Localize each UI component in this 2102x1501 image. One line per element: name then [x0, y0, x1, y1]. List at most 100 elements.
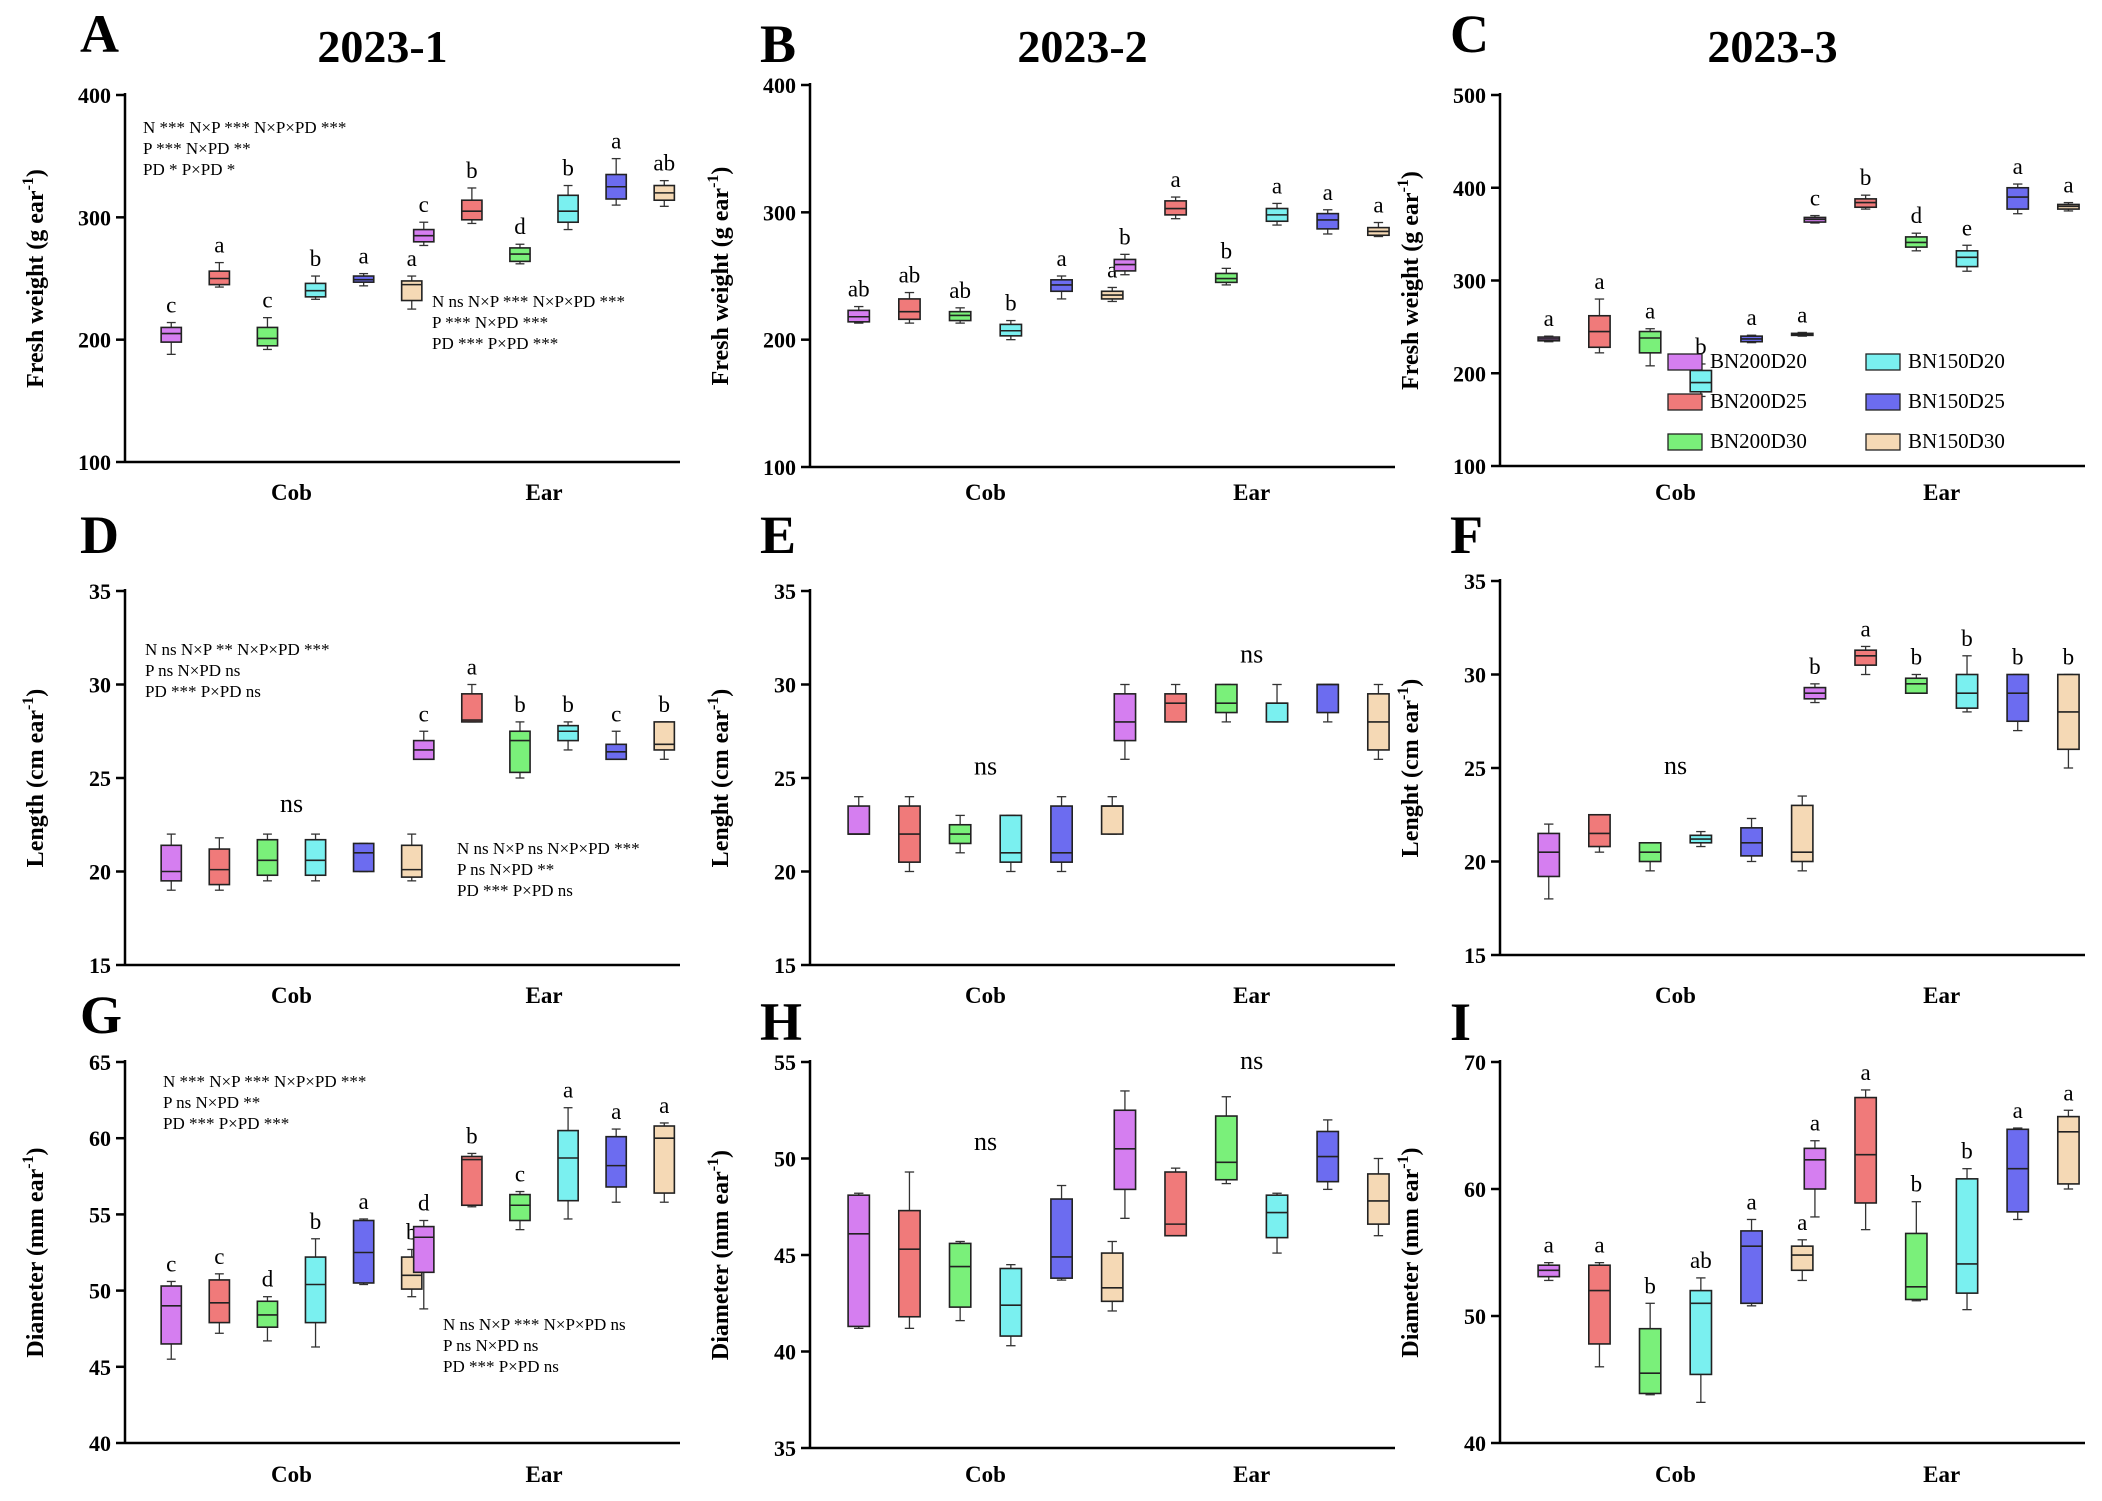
panel-e: E 15 20 25 30 35 Lenght (cm ear-1) Cob ns Ear ns — [705, 505, 1395, 1008]
box-bn200d25 — [1588, 813, 1611, 853]
y-tick-label: 55 — [89, 1202, 111, 1227]
y-tick-label: 300 — [78, 205, 111, 230]
box-body — [2006, 186, 2030, 210]
panel-letter: H — [760, 992, 802, 1052]
box-bn150d30: b — [653, 692, 676, 760]
box-bn200d20 — [160, 833, 183, 891]
significance-letter: b — [466, 1123, 478, 1148]
significance-letter: a — [407, 246, 417, 271]
box-bn200d25: ab — [898, 263, 921, 324]
significance-letter: c — [166, 1251, 176, 1276]
box-body — [352, 842, 375, 873]
significance-letter: b — [1644, 1273, 1656, 1298]
box-body — [1904, 677, 1928, 694]
x-category-label: Ear — [525, 480, 562, 505]
box-bn200d25: a — [460, 655, 483, 723]
significance-letter: a — [359, 244, 369, 269]
box-body — [1790, 804, 1814, 863]
x-category-label: Cob — [965, 1462, 1006, 1487]
box-bn200d30: b — [1904, 645, 1928, 694]
y-tick-label: 400 — [763, 73, 796, 98]
box-bn150d30: a — [1790, 302, 1814, 337]
significance-letter: c — [419, 192, 429, 217]
box-body — [948, 1242, 972, 1308]
box-bn200d30: a — [1638, 299, 1662, 367]
y-tick-label: 500 — [1453, 83, 1486, 108]
significance-letter: a — [1171, 167, 1181, 192]
legend-swatch — [1667, 433, 1703, 451]
box-bn200d20: c — [160, 293, 183, 355]
box-bn150d25: a — [1740, 305, 1763, 344]
x-category-label: Cob — [1655, 1462, 1696, 1487]
anova-stats: N ns N×P ns N×P×PD *** P ns N×PD ** PD ***… — [457, 839, 640, 900]
box-body — [1265, 1194, 1289, 1239]
significance-letter: a — [1323, 180, 1333, 205]
box-bn200d25 — [1164, 1167, 1188, 1237]
panel-letter: B — [760, 14, 796, 74]
box-body — [1588, 813, 1611, 848]
box-bn150d20 — [1265, 1192, 1289, 1254]
box-bn200d30 — [1638, 841, 1662, 872]
significance-letter: ab — [1690, 1248, 1712, 1273]
box-body — [898, 1209, 921, 1318]
y-tick-label: 20 — [774, 860, 796, 885]
y-tick-label: 30 — [774, 673, 796, 698]
box-bn150d30: a — [1366, 193, 1390, 238]
box-bn150d30: a — [400, 246, 423, 310]
legend-swatch — [1667, 353, 1703, 371]
box-body — [847, 1194, 871, 1328]
significance-letter: b — [310, 246, 322, 271]
significance-letter: a — [1056, 246, 1066, 271]
significance-letter: ab — [949, 278, 971, 303]
box-body — [208, 1279, 231, 1324]
significance-letter: a — [214, 233, 224, 258]
box-bn150d20: e — [1955, 215, 1979, 272]
box-bn150d30: a — [2056, 1080, 2080, 1190]
box-body — [1050, 805, 1073, 863]
box-bn150d30: a — [653, 1093, 676, 1203]
legend-label: BN150D30 — [1908, 429, 2005, 453]
box-body — [1100, 1252, 1124, 1303]
box-bn200d25: a — [1854, 1060, 1878, 1231]
panel-letter: G — [80, 985, 122, 1045]
y-tick-label: 50 — [1464, 1304, 1486, 1329]
box-bn150d25: a — [352, 1189, 375, 1286]
significance-letter: a — [1107, 257, 1117, 282]
significance-letter: b — [1809, 654, 1821, 679]
legend-swatch — [1667, 393, 1703, 411]
group-annotation: ns — [1240, 1046, 1263, 1075]
box-bn200d20: c — [160, 1251, 183, 1360]
group-annotation: ns — [1664, 751, 1687, 780]
x-category-label: Cob — [1655, 983, 1696, 1008]
box-bn150d20 — [304, 833, 327, 882]
x-category-label: Ear — [525, 983, 562, 1008]
box-bn150d20: b — [557, 692, 579, 751]
group-annotation: ns — [974, 752, 997, 781]
box-bn200d30: c — [509, 1162, 531, 1231]
y-tick-label: 400 — [78, 83, 111, 108]
box-bn150d20: b — [304, 1209, 327, 1348]
box-bn200d30 — [256, 833, 279, 882]
anova-stats: N ns N×P ** N×P×PD *** P ns N×PD ns PD ***… — [145, 640, 329, 701]
box-bn200d20: ab — [847, 277, 871, 324]
box-body — [2006, 1128, 2030, 1213]
significance-letter: a — [2013, 154, 2023, 179]
box-bn200d20: c — [1803, 186, 1827, 224]
y-tick-label: 30 — [1464, 663, 1486, 688]
y-axis-label: Lenght (cm ear-1) — [1395, 679, 1424, 858]
significance-letter: a — [2063, 1080, 2073, 1105]
box-body — [208, 848, 231, 886]
panel-letter: I — [1450, 992, 1471, 1052]
y-tick-label: 200 — [763, 328, 796, 353]
significance-letter: a — [359, 1189, 369, 1214]
y-tick-label: 15 — [1464, 943, 1486, 968]
significance-letter: a — [1544, 1233, 1554, 1258]
significance-letter: b — [562, 156, 574, 181]
panel-title: 2023-1 — [317, 21, 447, 72]
box-bn150d30 — [1100, 1240, 1124, 1312]
box-body — [1955, 250, 1979, 268]
box-bn200d25: c — [208, 1244, 231, 1334]
legend-item-bn200d20: BN200D20 — [1667, 349, 1807, 373]
box-bn150d25 — [1740, 817, 1763, 863]
